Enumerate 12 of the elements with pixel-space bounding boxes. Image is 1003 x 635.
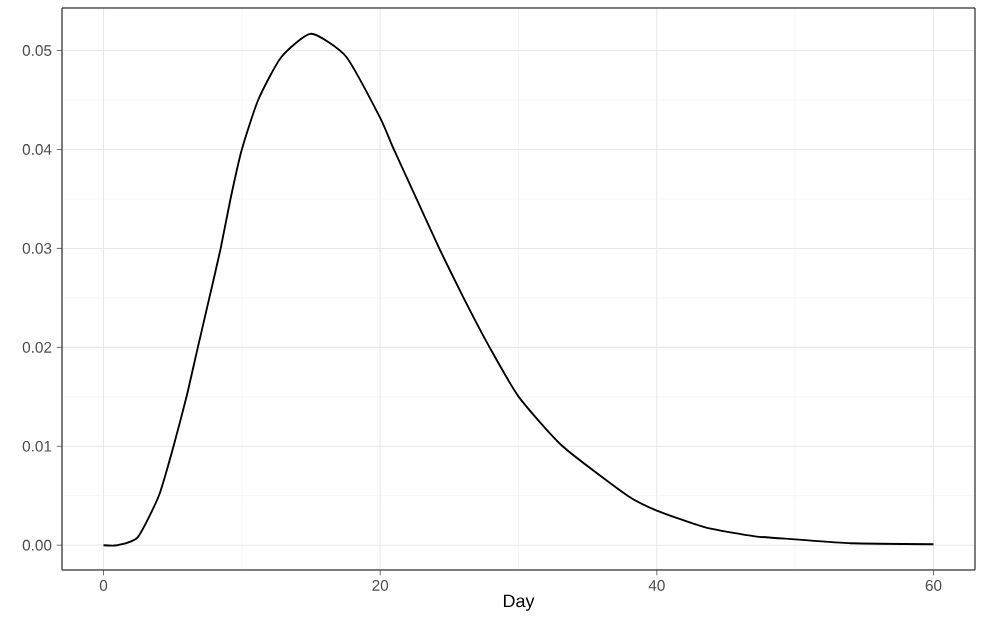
x-tick-label: 40 (648, 580, 665, 591)
line-series (102, 32, 935, 547)
x-tick-label: 60 (925, 580, 942, 591)
x-tick-label: 0 (99, 580, 108, 591)
y-tick-label: 0.00 (22, 539, 52, 551)
y-tick-label: 0.04 (22, 144, 52, 155)
x-axis-title: Day (503, 594, 535, 611)
y-tick-label: 0.05 (22, 45, 52, 56)
y-tick-label: 0.03 (22, 242, 52, 254)
y-tick-label: 0.02 (22, 341, 52, 353)
x-tick-label: 20 (372, 580, 389, 591)
y-tick-label: 0.01 (22, 440, 52, 452)
